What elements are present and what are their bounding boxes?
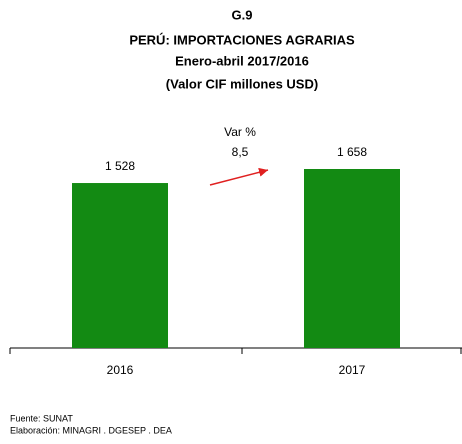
chart-title: PERÚ: IMPORTACIONES AGRARIAS (129, 32, 355, 47)
chart-title: G.9 (232, 7, 253, 22)
annotation: 8,5 (232, 145, 249, 159)
data-label: 1 658 (337, 145, 367, 159)
chart-subtitle: Enero-abril 2017/2016 (175, 53, 309, 68)
annotation: Var % (224, 125, 256, 139)
chart-subtitle: (Valor CIF millones USD) (166, 76, 318, 91)
bar (304, 169, 400, 348)
data-label: 1 528 (105, 159, 135, 173)
x-tick-label: 2017 (339, 363, 366, 377)
source-note: Fuente: SUNAT (10, 413, 73, 423)
source-note: Elaboración: MINAGRI . DGESEP . DEA (10, 425, 172, 435)
x-tick-label: 2016 (107, 363, 134, 377)
bar (72, 183, 168, 348)
arrow (209, 167, 269, 186)
